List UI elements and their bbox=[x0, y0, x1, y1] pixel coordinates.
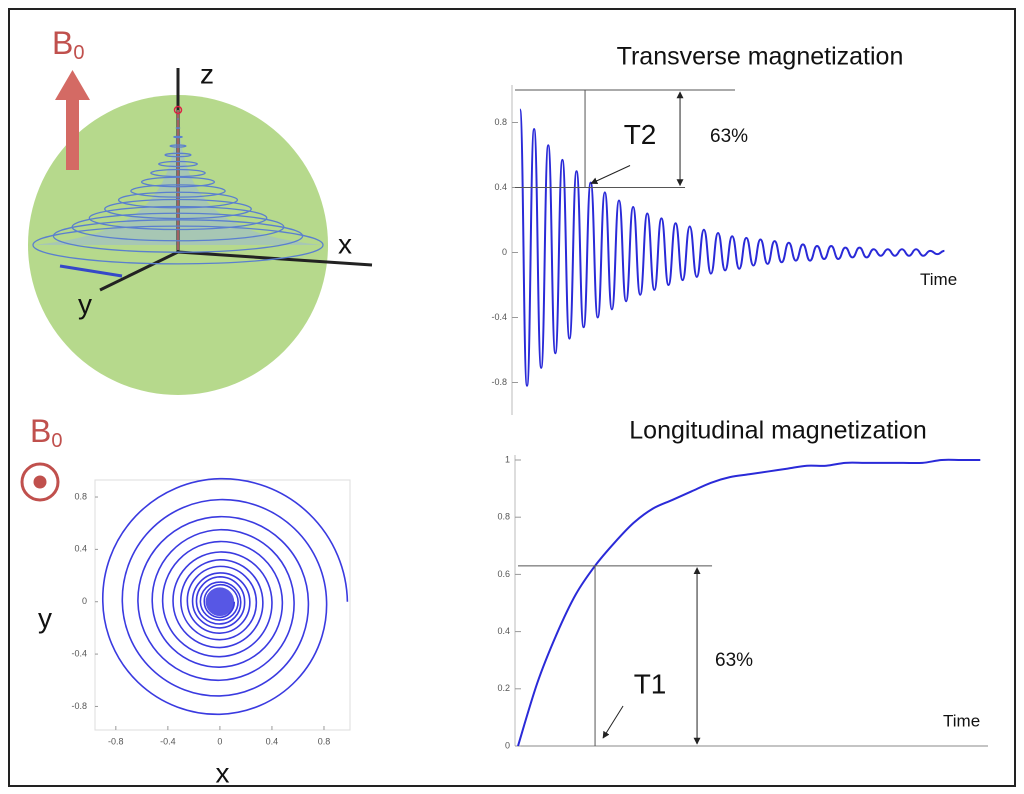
x-tick-label: -0.8 bbox=[108, 736, 124, 746]
x-tick-label: -0.4 bbox=[160, 736, 176, 746]
y-label: y bbox=[78, 288, 92, 319]
x-tick-label: 0.8 bbox=[318, 736, 331, 746]
annotation-label: T1 bbox=[634, 668, 667, 699]
y-tick-label: -0.4 bbox=[71, 648, 87, 658]
x-tick-label: 0 bbox=[217, 736, 222, 746]
x-tick-label: 0.4 bbox=[266, 736, 279, 746]
field-label: B0 bbox=[52, 25, 84, 64]
cone-ring bbox=[71, 212, 285, 242]
cone-ring bbox=[130, 184, 226, 198]
cone-ring bbox=[169, 144, 187, 148]
field-letter: B bbox=[52, 25, 73, 61]
field-letter: B bbox=[30, 413, 51, 449]
x-axis-label: Time bbox=[943, 711, 980, 730]
field-symbol-dot bbox=[33, 475, 47, 489]
y-tick-label: 0.4 bbox=[497, 626, 510, 636]
z-label: z bbox=[200, 58, 214, 89]
cone-ring bbox=[32, 225, 324, 265]
y-tick-label: 0.2 bbox=[497, 683, 510, 693]
annotation-percent: 63% bbox=[715, 650, 753, 671]
plot-frame bbox=[94, 479, 351, 731]
y-tick-label: 0 bbox=[82, 596, 87, 606]
y-tick-label: -0.8 bbox=[71, 701, 87, 711]
y-tick-label: 0.4 bbox=[74, 544, 87, 554]
y-tick-label: -0.8 bbox=[491, 377, 507, 387]
y-tick-label: 0.8 bbox=[74, 491, 87, 501]
field-symbol-label: B0 bbox=[30, 413, 62, 452]
cone-ring bbox=[104, 198, 252, 220]
field-symbol-ring bbox=[20, 462, 60, 502]
x-axis-label: Time bbox=[920, 270, 957, 289]
y-tick-label: 0 bbox=[505, 740, 510, 750]
cone-ring bbox=[150, 168, 206, 178]
cone-ring bbox=[117, 191, 239, 209]
pointer bbox=[602, 705, 624, 739]
sphere-diagram: z x y B0 bbox=[28, 25, 373, 395]
y-axis bbox=[99, 250, 179, 292]
chart-title: Longitudinal magnetization bbox=[629, 417, 926, 445]
cone-ring bbox=[173, 135, 183, 139]
field-arrow-head bbox=[55, 70, 90, 100]
annotation-label: T2 bbox=[624, 119, 657, 150]
field-arrow-shaft bbox=[66, 95, 79, 170]
y-axis-label: y bbox=[38, 602, 52, 633]
x-axis-label: x bbox=[216, 757, 230, 788]
cone-ring bbox=[52, 219, 304, 253]
y-tick-label: 0.4 bbox=[494, 182, 507, 192]
cone-ring bbox=[158, 160, 198, 168]
field-subscript: 0 bbox=[73, 42, 84, 64]
y-tick-label: -0.4 bbox=[491, 312, 507, 322]
y-tick-label: 0.8 bbox=[494, 117, 507, 127]
pointer bbox=[590, 165, 631, 185]
y-tick-label: 0.6 bbox=[497, 569, 510, 579]
y-tick-label: 1 bbox=[505, 454, 510, 464]
curve bbox=[518, 108, 945, 387]
spiral-core bbox=[205, 587, 235, 617]
y-tick-label: 0.8 bbox=[497, 512, 510, 522]
cone-ring bbox=[164, 152, 192, 158]
chart-title: Transverse magnetization bbox=[617, 43, 904, 71]
x-label: x bbox=[338, 228, 352, 259]
apex bbox=[173, 105, 183, 115]
field-subscript: 0 bbox=[51, 430, 62, 452]
spiral-line bbox=[102, 477, 349, 716]
cone-ring bbox=[88, 205, 268, 231]
y-tick-label: 0 bbox=[502, 247, 507, 257]
vector-trace bbox=[59, 264, 123, 278]
cone-ring bbox=[140, 176, 216, 188]
annotation-percent: 63% bbox=[710, 126, 748, 147]
